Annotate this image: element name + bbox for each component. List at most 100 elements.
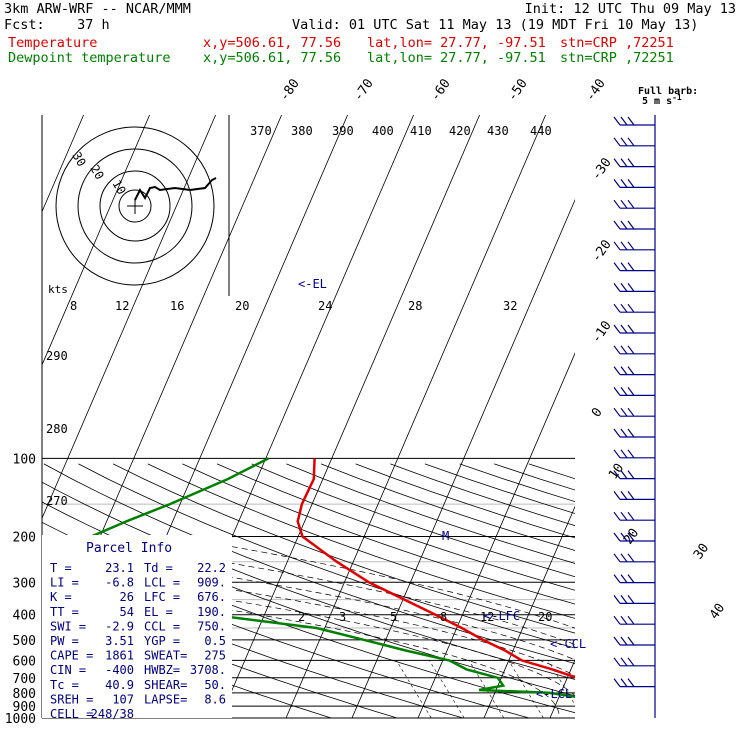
barb-legend-exponent: -1: [672, 93, 682, 102]
parcel-value: 3.51: [105, 634, 134, 648]
parcel-value: 0.5: [204, 634, 226, 648]
parcel-key: LCL =: [144, 576, 180, 590]
wind-barb-shape: [613, 532, 655, 542]
mixing-ratio-line: [396, 660, 432, 718]
wind-barb-shape: [613, 199, 655, 209]
isotherm-label: 10: [606, 461, 627, 482]
wind-barb: [613, 345, 655, 355]
wind-barb: [613, 324, 655, 334]
isotherm: [219, 115, 480, 718]
barb-legend-line1: Full barb:: [638, 86, 698, 97]
theta-label: 430: [487, 124, 509, 138]
parcel-key: SHEAR=: [144, 678, 187, 692]
wind-barb-shape: [613, 470, 655, 480]
wind-barb-shape: [613, 636, 655, 646]
wind-barb-shape: [613, 116, 655, 126]
dry-adiabat: [78, 463, 575, 649]
mixing-ratio-label: 8: [440, 610, 447, 624]
wind-barb-shape: [613, 262, 655, 272]
pressure-tick-label: 1000: [5, 712, 36, 727]
parcel-key: CAPE =: [50, 649, 93, 663]
wind-barb-shape: [613, 657, 655, 667]
theta-label: 270: [46, 494, 68, 508]
pressure-tick-label: 700: [13, 672, 36, 687]
parcel-key: PW =: [50, 634, 79, 648]
model-title: 3km ARW-WRF -- NCAR/MMM: [4, 1, 191, 17]
isotherm-label: -20: [589, 237, 615, 265]
parcel-key: SREH =: [50, 692, 93, 706]
wind-barb: [613, 137, 655, 147]
temperature-trace: [296, 458, 575, 679]
parcel-value: 190.: [197, 605, 226, 619]
wind-barb: [613, 428, 655, 438]
temperature-readout-latlon: lat,lon= 27.77, -97.51: [367, 35, 546, 51]
wind-barb: [613, 615, 655, 625]
isotherm: [0, 115, 18, 718]
isotherm-label: -30: [589, 155, 615, 183]
pressure-tick-label: 600: [13, 654, 36, 669]
pressure-tick-label: 900: [13, 700, 36, 715]
hodograph-speed-tick: 28: [408, 299, 422, 313]
el-marker: <-EL: [298, 277, 327, 291]
pressure-tick-label: 300: [13, 576, 36, 591]
dry-adiabat: [251, 463, 575, 578]
isotherm-label: -60: [428, 76, 454, 104]
parcel-info-title: Parcel Info: [86, 541, 172, 556]
wind-barb: [613, 532, 655, 542]
dry-adiabat: [286, 463, 575, 564]
parcel-key: CELL =: [50, 707, 93, 721]
wind-barb-shape: [613, 595, 655, 604]
mixing-ratio-label: 20: [538, 610, 552, 624]
isotherm-label: -10: [589, 318, 615, 346]
hodograph-speed-tick: 24: [318, 299, 332, 313]
melting-level-marker: M: [442, 529, 449, 543]
moist-adiabat: [42, 561, 575, 677]
parcel-key: K =: [50, 590, 72, 604]
isotherm-label: -50: [505, 76, 531, 104]
dry-adiabat: [320, 463, 575, 551]
wind-barb-shape: [613, 179, 655, 188]
mixing-ratio-label: 12: [480, 610, 494, 624]
isotherm-label: -70: [351, 76, 377, 104]
wind-barb-shape: [613, 387, 655, 396]
wind-barb: [613, 553, 655, 563]
dewpoint-readout-station: stn=CRP ,72251: [560, 50, 674, 66]
hodograph-ring: [118, 189, 152, 223]
wind-barb: [613, 283, 655, 292]
wind-barb: [613, 407, 655, 417]
parcel-value: 676.: [197, 590, 226, 604]
parcel-value: 750.: [197, 619, 226, 633]
wind-barb-shape: [613, 324, 655, 334]
isotherm: [483, 505, 575, 718]
wind-barb-shape: [613, 366, 655, 376]
wind-barb: [613, 158, 655, 168]
parcel-value: 1861: [105, 649, 134, 663]
wind-barb-shape: [613, 491, 655, 500]
parcel-key: Td =: [144, 561, 173, 575]
temperature-readout-station: stn=CRP ,72251: [560, 35, 674, 51]
parcel-value: 23.1: [105, 561, 134, 575]
wind-barb: [613, 303, 655, 313]
wind-barb-shape: [613, 615, 655, 625]
parcel-key: CCL =: [144, 619, 180, 633]
isotherm-label: 40: [707, 601, 728, 622]
parcel-key: LFC =: [144, 590, 180, 604]
theta-label: 390: [332, 124, 354, 138]
wind-barb: [613, 387, 655, 396]
parcel-value: -6.8: [105, 576, 134, 590]
parcel-key: YGP =: [144, 634, 180, 648]
wind-barb: [613, 657, 655, 667]
theta-label: 380: [291, 124, 313, 138]
dry-adiabat: [528, 463, 575, 480]
parcel-key: CIN =: [50, 663, 86, 677]
wind-barb: [613, 220, 655, 230]
pressure-tick-label: 200: [13, 531, 36, 546]
mixing-ratio-line: [608, 660, 643, 718]
hodograph-ring-label: 10: [109, 178, 128, 198]
isotherm-label: 20: [621, 526, 642, 547]
hodograph-ring-label: 30: [69, 150, 88, 170]
parcel-value: -2.9: [105, 619, 134, 633]
parcel-value: 107: [112, 692, 134, 706]
parcel-key: SWI =: [50, 619, 86, 633]
fcst-label: Fcst:: [4, 17, 45, 33]
